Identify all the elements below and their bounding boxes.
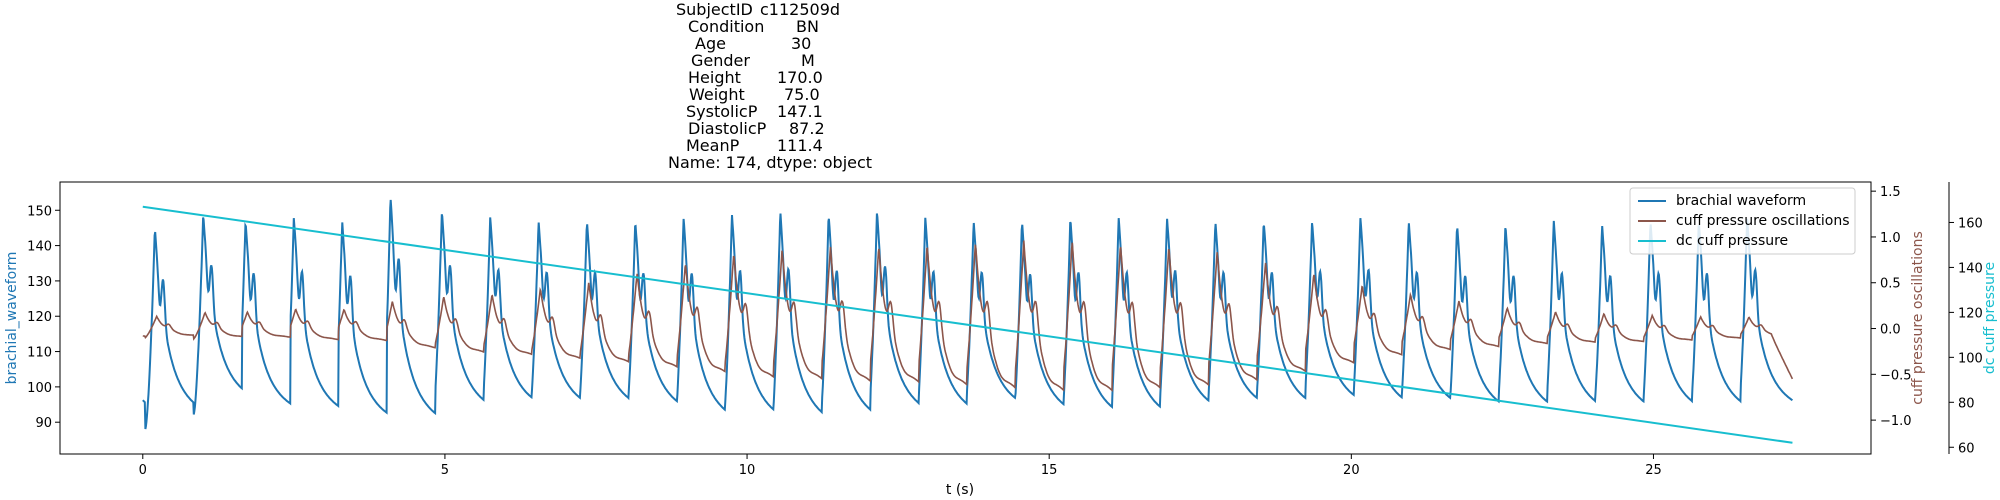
x-tick-label: 20 (1343, 463, 1360, 478)
y-tick-label-right1: 1.0 (1880, 231, 1901, 246)
y-tick-label-right1: 0.5 (1880, 277, 1901, 292)
title-line-diastolicp: DiastolicP 87.2 (688, 119, 825, 138)
y-tick-label-left: 130 (27, 275, 52, 290)
title-line-height: Height 170.0 (688, 68, 823, 87)
plot-area (60, 182, 1871, 454)
title-value: 147.1 (777, 102, 823, 121)
legend-box (1629, 187, 1856, 255)
y-tick-label-left: 110 (27, 346, 52, 361)
x-tick-label: 0 (139, 463, 147, 478)
title-key: Gender (691, 51, 750, 70)
x-axis: 0 5 10 15 20 25 (139, 454, 1662, 478)
title-key: Height (688, 68, 741, 87)
y-axis-label-dc-cuff: dc cuff pressure (1982, 262, 1998, 374)
title-value: 75.0 (784, 85, 820, 104)
title-value: c112509d (760, 0, 841, 19)
title-line-condition: Condition BN (688, 17, 819, 36)
y-axis-dc-cuff: 60 80 100 120 140 160 (1948, 182, 1983, 456)
x-tick-label: 5 (441, 463, 449, 478)
y-tick-label-right1: 0.0 (1880, 323, 1901, 338)
x-tick-label: 25 (1645, 463, 1662, 478)
title-line-weight: Weight 75.0 (689, 85, 820, 104)
title-value: 111.4 (777, 136, 823, 155)
y-axis-label-cuff-oscillations: cuff pressure oscillations (1910, 231, 1926, 405)
title-value: BN (796, 17, 819, 36)
series-layer (142, 199, 1794, 444)
title-key: Weight (689, 85, 745, 104)
y-tick-label-left: 120 (27, 310, 52, 325)
title-key: MeanP (686, 136, 740, 155)
title-value: 30 (791, 34, 812, 53)
title-line-subjectid: SubjectID c112509d (676, 0, 840, 19)
legend-label-dc-cuff: dc cuff pressure (1676, 233, 1788, 249)
title-value: 170.0 (777, 68, 823, 87)
title-value: M (801, 51, 815, 70)
legend: brachial waveform cuff pressure oscillat… (1629, 187, 1856, 255)
y-tick-label-right2: 120 (1958, 306, 1983, 321)
legend-label-brachial: brachial waveform (1676, 193, 1806, 209)
y-tick-label-left: 100 (27, 381, 52, 396)
y-tick-label-right1: 1.5 (1880, 185, 1901, 200)
y-tick-label-right2: 80 (1958, 396, 1975, 411)
y-tick-label-right1: −0.5 (1880, 368, 1912, 383)
plot-frame (59, 181, 1872, 455)
series-brachial-waveform (142, 199, 1794, 430)
x-tick-label: 15 (1041, 463, 1058, 478)
series-cuff-oscillations (142, 240, 1794, 392)
y-axis-brachial: 90 100 110 120 130 140 150 (27, 204, 60, 431)
y-tick-label-left: 140 (27, 240, 52, 255)
y-axis-label-brachial: brachial_waveform (4, 252, 20, 385)
title-footer: Name: 174, dtype: object (668, 153, 872, 172)
title-line-meanp: MeanP 111.4 (686, 136, 823, 155)
title-key: Age (695, 34, 726, 53)
x-axis-label: t (s) (946, 482, 974, 498)
y-tick-label-right2: 160 (1958, 216, 1983, 231)
title-footer-text: Name: 174, dtype: object (668, 153, 873, 172)
y-tick-label-right2: 140 (1958, 261, 1983, 276)
y-tick-label-right1: −1.0 (1880, 414, 1912, 429)
title-value: 87.2 (789, 119, 825, 138)
y-tick-label-left: 90 (35, 416, 52, 431)
y-tick-label-right2: 100 (1958, 351, 1983, 366)
series-dc-cuff-pressure (142, 205, 1793, 444)
y-tick-label-left: 150 (27, 204, 52, 219)
title-key: Condition (688, 17, 765, 36)
x-tick-label: 10 (739, 463, 756, 478)
title-line-systolicp: SystolicP 147.1 (686, 102, 823, 121)
title-key: DiastolicP (688, 119, 767, 138)
title-key: SystolicP (686, 102, 758, 121)
title-line-gender: Gender M (691, 51, 815, 70)
y-axis-cuff-oscillations: −1.0 −0.5 0.0 0.5 1.0 1.5 (1871, 185, 1912, 429)
title-key: SubjectID (676, 0, 753, 19)
y-tick-label-right2: 60 (1958, 441, 1975, 456)
legend-label-cuff-oscillations: cuff pressure oscillations (1676, 213, 1850, 229)
title-line-age: Age 30 (695, 34, 811, 53)
